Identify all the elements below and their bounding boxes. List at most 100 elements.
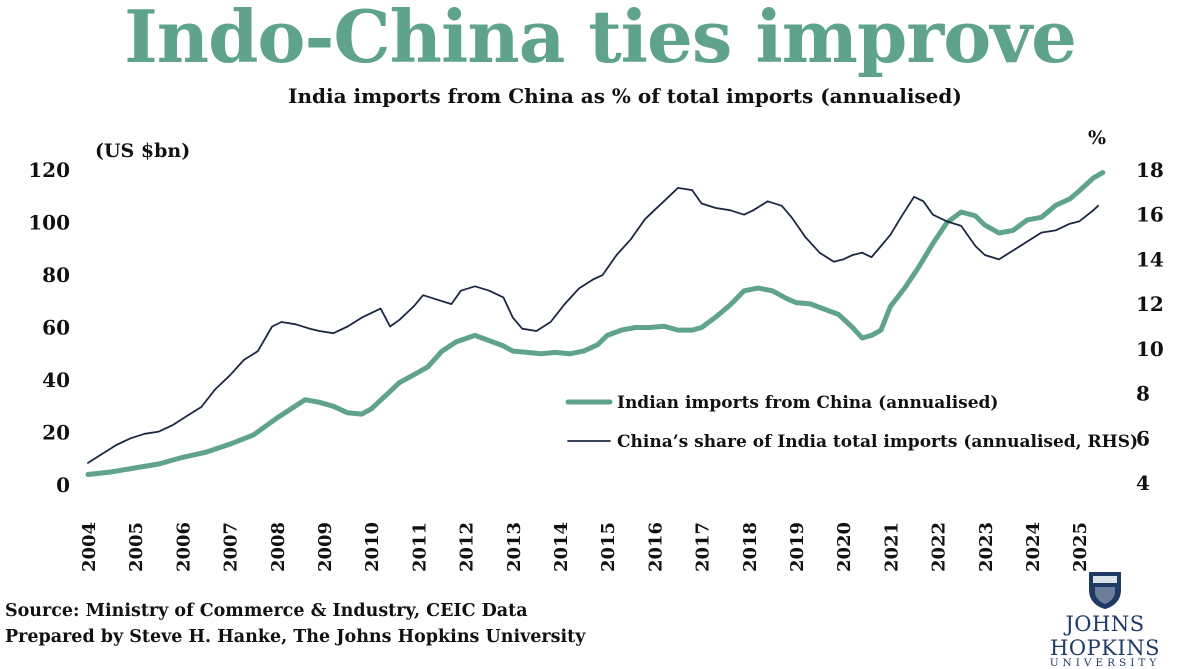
data-point bbox=[691, 329, 693, 331]
data-point bbox=[767, 200, 769, 202]
data-point bbox=[653, 209, 656, 211]
x-tick-label: 2021 bbox=[881, 522, 902, 572]
legend-label: China’s share of India total imports (an… bbox=[617, 432, 1138, 452]
data-point bbox=[318, 401, 320, 403]
data-point bbox=[347, 325, 349, 328]
data-point bbox=[998, 258, 1000, 260]
data-point bbox=[1069, 223, 1071, 225]
data-point bbox=[616, 254, 618, 256]
chart-subtitle: India imports from China as % of total i… bbox=[288, 84, 962, 108]
data-point bbox=[743, 290, 745, 292]
data-point bbox=[488, 290, 490, 292]
x-tick-label: 2022 bbox=[929, 522, 950, 572]
data-point bbox=[752, 209, 755, 211]
chart-title: Indo-China ties improve bbox=[124, 0, 1077, 79]
data-point bbox=[1012, 229, 1014, 231]
data-point bbox=[1069, 198, 1071, 200]
data-point bbox=[535, 330, 538, 332]
data-point bbox=[488, 340, 490, 342]
legend: Indian imports from China (annualised) Ch… bbox=[565, 393, 1138, 452]
data-point bbox=[512, 350, 514, 352]
data-point bbox=[200, 406, 202, 408]
data-point bbox=[384, 395, 386, 397]
x-tick-label: 2017 bbox=[693, 522, 714, 572]
data-point bbox=[398, 382, 401, 384]
data-point bbox=[158, 431, 160, 433]
data-point bbox=[781, 205, 783, 207]
data-point bbox=[729, 209, 731, 211]
y-axis-label-left: (US $bn) bbox=[95, 140, 191, 162]
data-point bbox=[441, 350, 443, 352]
data-point bbox=[229, 375, 231, 377]
data-point bbox=[309, 328, 311, 330]
y-tick-left-label: 100 bbox=[28, 211, 70, 235]
data-point bbox=[134, 467, 136, 469]
data-point bbox=[852, 326, 854, 329]
data-point bbox=[172, 424, 174, 426]
data-point bbox=[347, 412, 349, 414]
data-point bbox=[361, 317, 363, 319]
data-point bbox=[115, 444, 117, 446]
data-point bbox=[870, 256, 873, 258]
data-point bbox=[101, 453, 103, 455]
data-point bbox=[998, 232, 1000, 234]
y-tick-right-label: 4 bbox=[1136, 471, 1150, 495]
source-text: Source: Ministry of Commerce & Industry,… bbox=[5, 601, 528, 621]
y-tick-right-label: 16 bbox=[1136, 203, 1164, 227]
data-point bbox=[111, 471, 113, 473]
data-point bbox=[257, 350, 259, 352]
data-point bbox=[1092, 177, 1094, 179]
data-point bbox=[634, 326, 637, 329]
data-point bbox=[295, 323, 297, 325]
x-tick-label: 2007 bbox=[221, 522, 242, 572]
data-point bbox=[1078, 220, 1080, 222]
data-point bbox=[819, 252, 821, 254]
data-point bbox=[1102, 172, 1104, 174]
data-point bbox=[880, 329, 882, 331]
data-point bbox=[668, 196, 670, 198]
data-point bbox=[205, 451, 207, 453]
data-point bbox=[1012, 249, 1014, 252]
data-point bbox=[809, 303, 811, 305]
data-point bbox=[984, 224, 986, 226]
data-point bbox=[564, 303, 566, 305]
data-point bbox=[540, 353, 542, 355]
data-point bbox=[691, 189, 693, 191]
data-point bbox=[413, 305, 415, 307]
data-point bbox=[474, 285, 476, 287]
data-point bbox=[271, 325, 273, 328]
prepared-by-text: Prepared by Steve H. Hanke, The Johns Ho… bbox=[5, 627, 586, 647]
data-point bbox=[1040, 232, 1042, 234]
data-point bbox=[332, 332, 334, 334]
data-point bbox=[649, 326, 651, 329]
series-lines bbox=[85, 170, 1106, 477]
data-point bbox=[984, 254, 986, 256]
data-point bbox=[252, 434, 254, 436]
data-point bbox=[361, 413, 363, 415]
x-tick-label: 2015 bbox=[598, 522, 619, 572]
y-tick-left-label: 40 bbox=[42, 368, 70, 392]
x-tick-label: 2009 bbox=[315, 522, 336, 572]
data-point bbox=[1055, 229, 1057, 231]
data-point bbox=[318, 330, 320, 332]
x-tick-label: 2018 bbox=[740, 522, 761, 572]
x-tick-label: 2010 bbox=[362, 522, 383, 572]
data-point bbox=[701, 326, 703, 329]
data-point bbox=[913, 196, 915, 198]
y-axis-label-right: % bbox=[1088, 127, 1107, 149]
data-point bbox=[455, 341, 457, 343]
data-point bbox=[786, 298, 788, 300]
data-point bbox=[1097, 205, 1099, 207]
data-point bbox=[837, 313, 840, 315]
data-point bbox=[870, 334, 873, 336]
data-point bbox=[186, 415, 188, 417]
data-point bbox=[87, 462, 89, 464]
x-ticks: 2004 2005 2006 2007 2008 2009 2010 2011 2012 2013… bbox=[79, 522, 1091, 572]
y-ticks-right: 4 6 8 10 12 14 16 18 bbox=[1136, 158, 1164, 495]
data-point bbox=[144, 433, 146, 435]
y-tick-right-label: 14 bbox=[1136, 247, 1164, 271]
data-point bbox=[804, 236, 807, 238]
y-tick-left-label: 120 bbox=[28, 158, 70, 182]
data-point bbox=[630, 238, 632, 240]
data-point bbox=[899, 218, 901, 220]
